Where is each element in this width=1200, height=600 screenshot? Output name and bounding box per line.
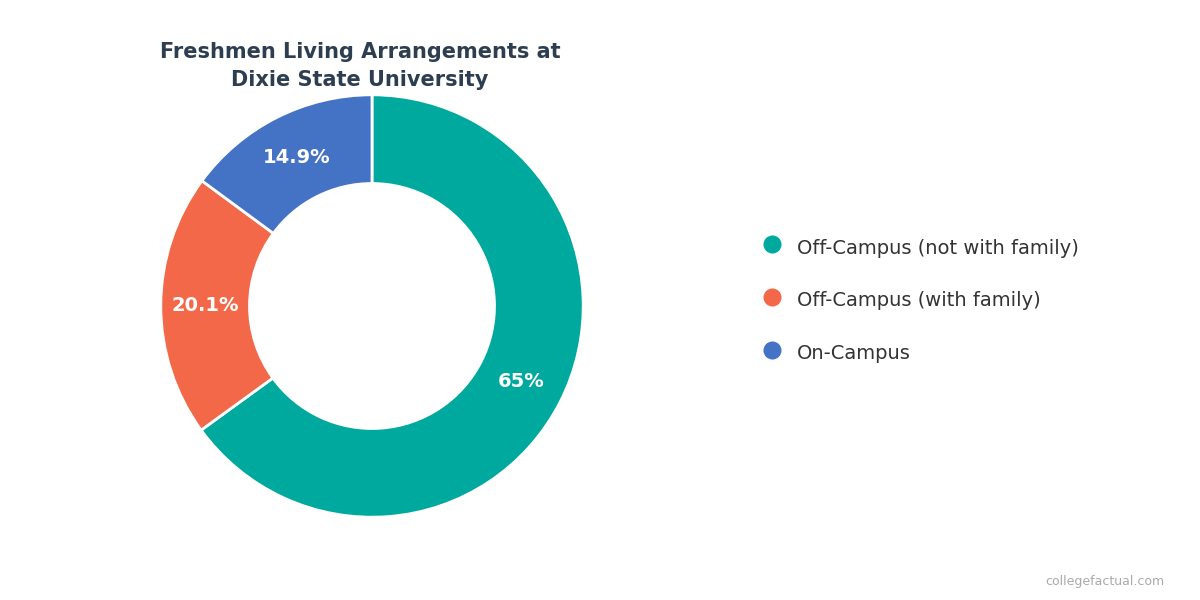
Wedge shape xyxy=(161,181,274,430)
Legend: Off-Campus (not with family), Off-Campus (with family), On-Campus: Off-Campus (not with family), Off-Campus… xyxy=(752,226,1088,374)
Wedge shape xyxy=(202,95,583,517)
Text: 65%: 65% xyxy=(497,372,544,391)
Text: Freshmen Living Arrangements at
Dixie State University: Freshmen Living Arrangements at Dixie St… xyxy=(160,42,560,90)
Wedge shape xyxy=(202,95,372,233)
Text: 20.1%: 20.1% xyxy=(172,296,239,315)
Text: 14.9%: 14.9% xyxy=(263,148,330,167)
Text: collegefactual.com: collegefactual.com xyxy=(1045,575,1164,588)
